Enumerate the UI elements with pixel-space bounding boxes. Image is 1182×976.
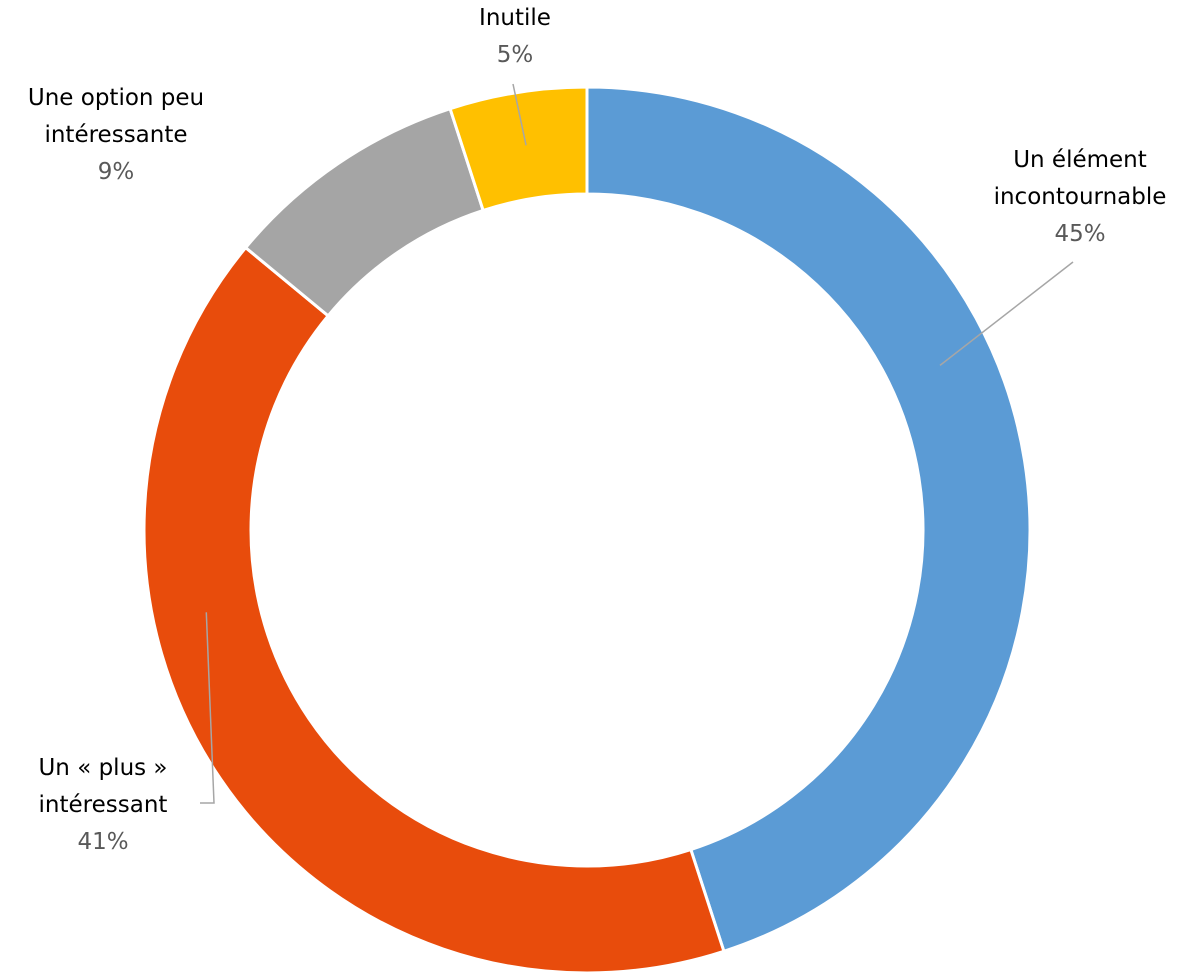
donut-slice [585,85,1032,954]
data-label-inutile: Inutile 5% [455,0,575,74]
slice-value-label: 45% [1054,221,1106,247]
slice-value-label: 9% [97,159,135,185]
data-label-une-option-peu-interessante: Une option peu intéressante 9% [0,80,232,191]
slice-label-line: Un élément [1013,147,1147,173]
leader-line [200,612,215,804]
slice-label-line: incontournable [993,184,1167,210]
slice-label-line: Inutile [479,5,551,31]
donut-slice [448,85,589,213]
slice-label-line: intéressant [38,792,168,818]
leader-line [939,261,1074,366]
slice-label-line: intéressante [44,122,188,148]
slice-value-label: 5% [496,42,534,68]
data-label-un-element-incontournable: Un élément incontournable 45% [975,142,1182,253]
slice-label-line: Une option peu [27,85,205,111]
data-label-un-plus-interessant: Un « plus » intéressant 41% [18,750,188,861]
slice-label-line: Un « plus » [38,755,168,781]
leader-line [512,83,527,146]
slice-value-label: 41% [77,829,129,855]
donut-slice [142,245,726,975]
